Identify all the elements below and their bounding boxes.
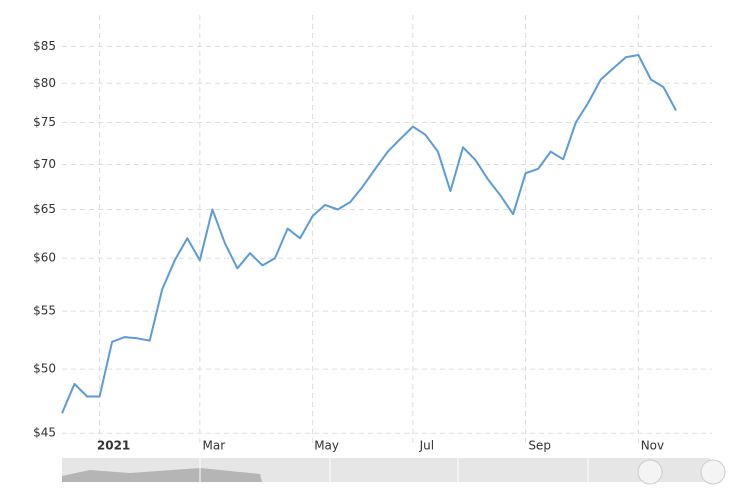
y-tick-label: $55 [33,304,56,318]
x-tick-label: Sep [528,439,551,453]
y-tick-label: $45 [33,426,56,440]
navigator-handle[interactable] [700,459,726,485]
x-tick-label: Jul [419,439,434,453]
y-tick-label: $65 [33,202,56,216]
x-tick-label: Mar [203,439,226,453]
navigator-area [62,468,262,482]
y-tick-label: $60 [33,251,56,265]
y-tick-label: $50 [33,362,56,376]
x-tick-label: 2021 [97,439,130,453]
x-tick-label: May [314,439,339,453]
y-tick-label: $75 [33,115,56,129]
y-tick-label: $70 [33,157,56,171]
price-line [61,54,677,414]
y-tick-label: $80 [33,76,56,90]
x-tick-label: Nov [641,439,664,453]
y-tick-label: $85 [33,39,56,53]
navigator [62,458,726,485]
navigator-handle[interactable] [637,459,663,485]
